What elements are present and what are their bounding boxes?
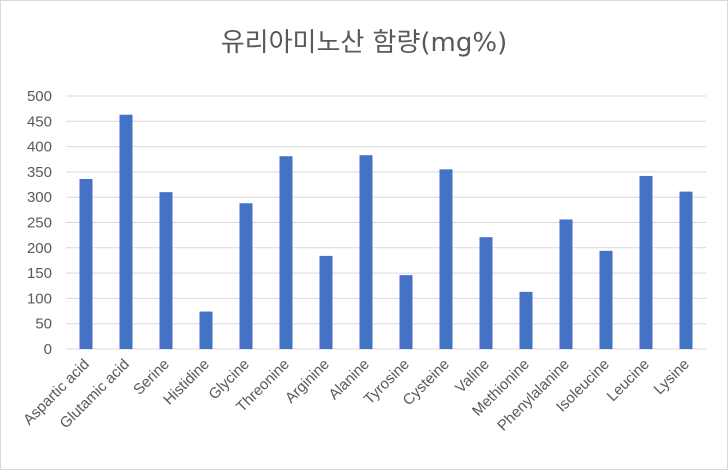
bar-isoleucine — [599, 250, 613, 349]
y-tick-label: 0 — [44, 341, 52, 358]
y-axis-tick-labels: 0 50 100 150 200 250 300 350 400 450 500 — [27, 88, 52, 358]
chart-title: 유리아미노산 함량(mg%) — [220, 28, 508, 58]
bar-glycine — [239, 203, 253, 349]
y-tick-label: 50 — [35, 316, 52, 333]
y-tick-label: 400 — [27, 139, 52, 156]
bar-tyrosine — [399, 275, 413, 349]
y-tick-label: 200 — [27, 240, 52, 257]
bar-glutamic-acid — [119, 114, 133, 349]
y-tick-label: 500 — [27, 88, 52, 105]
bar-threonine — [279, 156, 293, 349]
gridlines — [66, 95, 706, 350]
bar-arginine — [319, 255, 333, 349]
bar-valine — [479, 237, 493, 349]
bars — [79, 114, 693, 349]
x-category-label: Lysine — [651, 356, 693, 398]
bar-lysine — [679, 191, 693, 349]
y-tick-label: 350 — [27, 164, 52, 181]
bar-aspartic-acid — [79, 178, 93, 349]
bar-alanine — [359, 155, 373, 349]
bar-cysteine — [439, 169, 453, 349]
y-tick-label: 150 — [27, 265, 52, 282]
y-tick-label: 450 — [27, 113, 52, 130]
x-category-label: Arginine — [282, 356, 333, 407]
bar-leucine — [639, 175, 653, 349]
bar-serine — [159, 192, 173, 349]
y-tick-label: 100 — [27, 290, 52, 307]
x-category-label: Leucine — [604, 356, 653, 405]
y-tick-label: 250 — [27, 215, 52, 232]
bar-methionine — [519, 291, 533, 349]
bar-histidine — [199, 311, 213, 349]
bar-phenylalanine — [559, 219, 573, 349]
y-tick-label: 300 — [27, 189, 52, 206]
